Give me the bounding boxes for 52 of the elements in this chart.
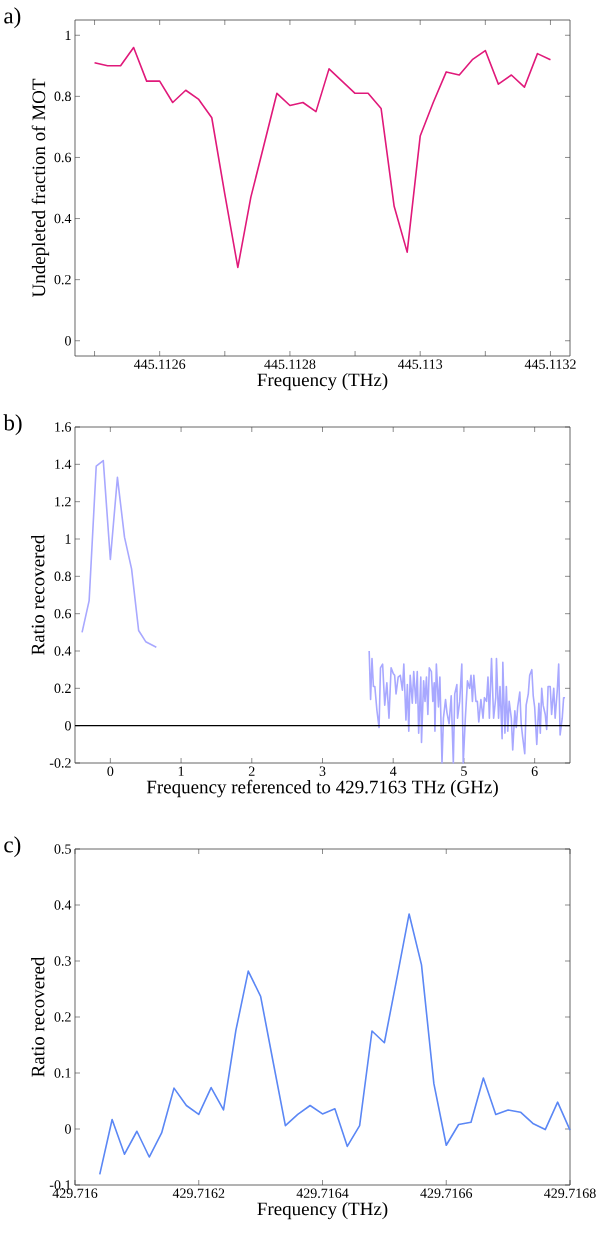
x-tick-label: 0 bbox=[107, 766, 114, 776]
y-tick-label: 0.6 bbox=[54, 608, 72, 619]
x-tick-label: 429.716 bbox=[52, 1188, 98, 1199]
text: b) bbox=[3, 414, 22, 436]
y-axis-title: Ratio recovered bbox=[31, 956, 45, 1077]
x-tick-label: 4 bbox=[389, 766, 397, 776]
y-tick-label: 0.2 bbox=[54, 683, 71, 694]
x-tick-label: 429.7168 bbox=[544, 1188, 596, 1199]
y-tick-label: 0.4 bbox=[54, 900, 72, 910]
y-tick-label: 0.2 bbox=[54, 1012, 71, 1022]
y-tick-label: 0.6 bbox=[54, 152, 72, 163]
line-series bbox=[98, 913, 571, 1176]
y-tick-label: 0.3 bbox=[54, 956, 71, 966]
x-tick-label: 2 bbox=[248, 766, 255, 776]
y-tick-label: 1 bbox=[65, 534, 71, 544]
y-tick-label: 0.5 bbox=[54, 844, 71, 854]
x-tick-label: 5 bbox=[461, 766, 467, 776]
x-tick-label: 445.1132 bbox=[524, 359, 576, 370]
line-series bbox=[81, 459, 158, 649]
x-tick-label: 6 bbox=[531, 766, 538, 776]
y-tick-label: 0 bbox=[65, 1124, 71, 1134]
x-tick-label: 429.7162 bbox=[172, 1188, 225, 1199]
x-tick-label: 445.113 bbox=[397, 359, 443, 370]
y-tick-label: -0.1 bbox=[49, 1180, 71, 1190]
line-series bbox=[368, 650, 566, 764]
x-tick-label: 429.7166 bbox=[420, 1188, 473, 1199]
x-tick-label: 1 bbox=[178, 766, 184, 776]
y-tick-label: 0 bbox=[65, 720, 71, 731]
y-axis-title: Ratio recovered bbox=[31, 534, 45, 655]
x-tick-label: 429.7164 bbox=[296, 1188, 349, 1199]
y-tick-label: -0.2 bbox=[49, 758, 71, 768]
x-axis-title: Frequency referenced to 429.7163 THz (GHz) bbox=[146, 779, 498, 798]
y-tick-label: 0.1 bbox=[54, 1068, 71, 1078]
x-tick-label: 445.1128 bbox=[264, 359, 316, 370]
y-tick-label: 0 bbox=[65, 336, 71, 346]
y-tick-label: 0.8 bbox=[54, 91, 71, 102]
y-axis-title: Undepleted fraction of MOT bbox=[31, 78, 50, 298]
y-tick-label: 1.2 bbox=[55, 496, 71, 507]
line-series bbox=[93, 46, 552, 269]
y-tick-label: 1.6 bbox=[55, 422, 72, 432]
y-tick-label: 1 bbox=[65, 30, 71, 40]
y-tick-label: 0.4 bbox=[54, 646, 72, 656]
x-tick-label: 445.1126 bbox=[133, 359, 186, 370]
y-tick-label: 0.2 bbox=[54, 274, 71, 285]
x-tick-label: 3 bbox=[319, 766, 326, 776]
y-tick-label: 1.4 bbox=[55, 459, 72, 470]
x-axis-title: Frequency (THz) bbox=[257, 1201, 388, 1220]
text: c) bbox=[4, 836, 21, 858]
text: a) bbox=[4, 7, 21, 29]
y-tick-label: 0.8 bbox=[54, 571, 71, 582]
x-axis-title: Frequency (THz) bbox=[257, 372, 388, 391]
y-tick-label: 0.4 bbox=[54, 213, 72, 224]
